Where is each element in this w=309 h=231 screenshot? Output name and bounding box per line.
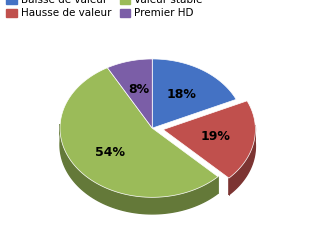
Polygon shape: [108, 59, 152, 128]
Polygon shape: [229, 125, 256, 195]
Polygon shape: [60, 124, 218, 214]
Text: 8%: 8%: [128, 83, 149, 96]
Text: 54%: 54%: [95, 146, 125, 159]
Polygon shape: [152, 59, 236, 128]
Polygon shape: [60, 68, 218, 197]
Legend: Baisse de valeur, Hausse de valeur, Valeur stable, Premier HD: Baisse de valeur, Hausse de valeur, Vale…: [6, 0, 202, 18]
Polygon shape: [163, 101, 256, 178]
Text: 18%: 18%: [166, 88, 196, 101]
Text: 19%: 19%: [201, 130, 231, 143]
